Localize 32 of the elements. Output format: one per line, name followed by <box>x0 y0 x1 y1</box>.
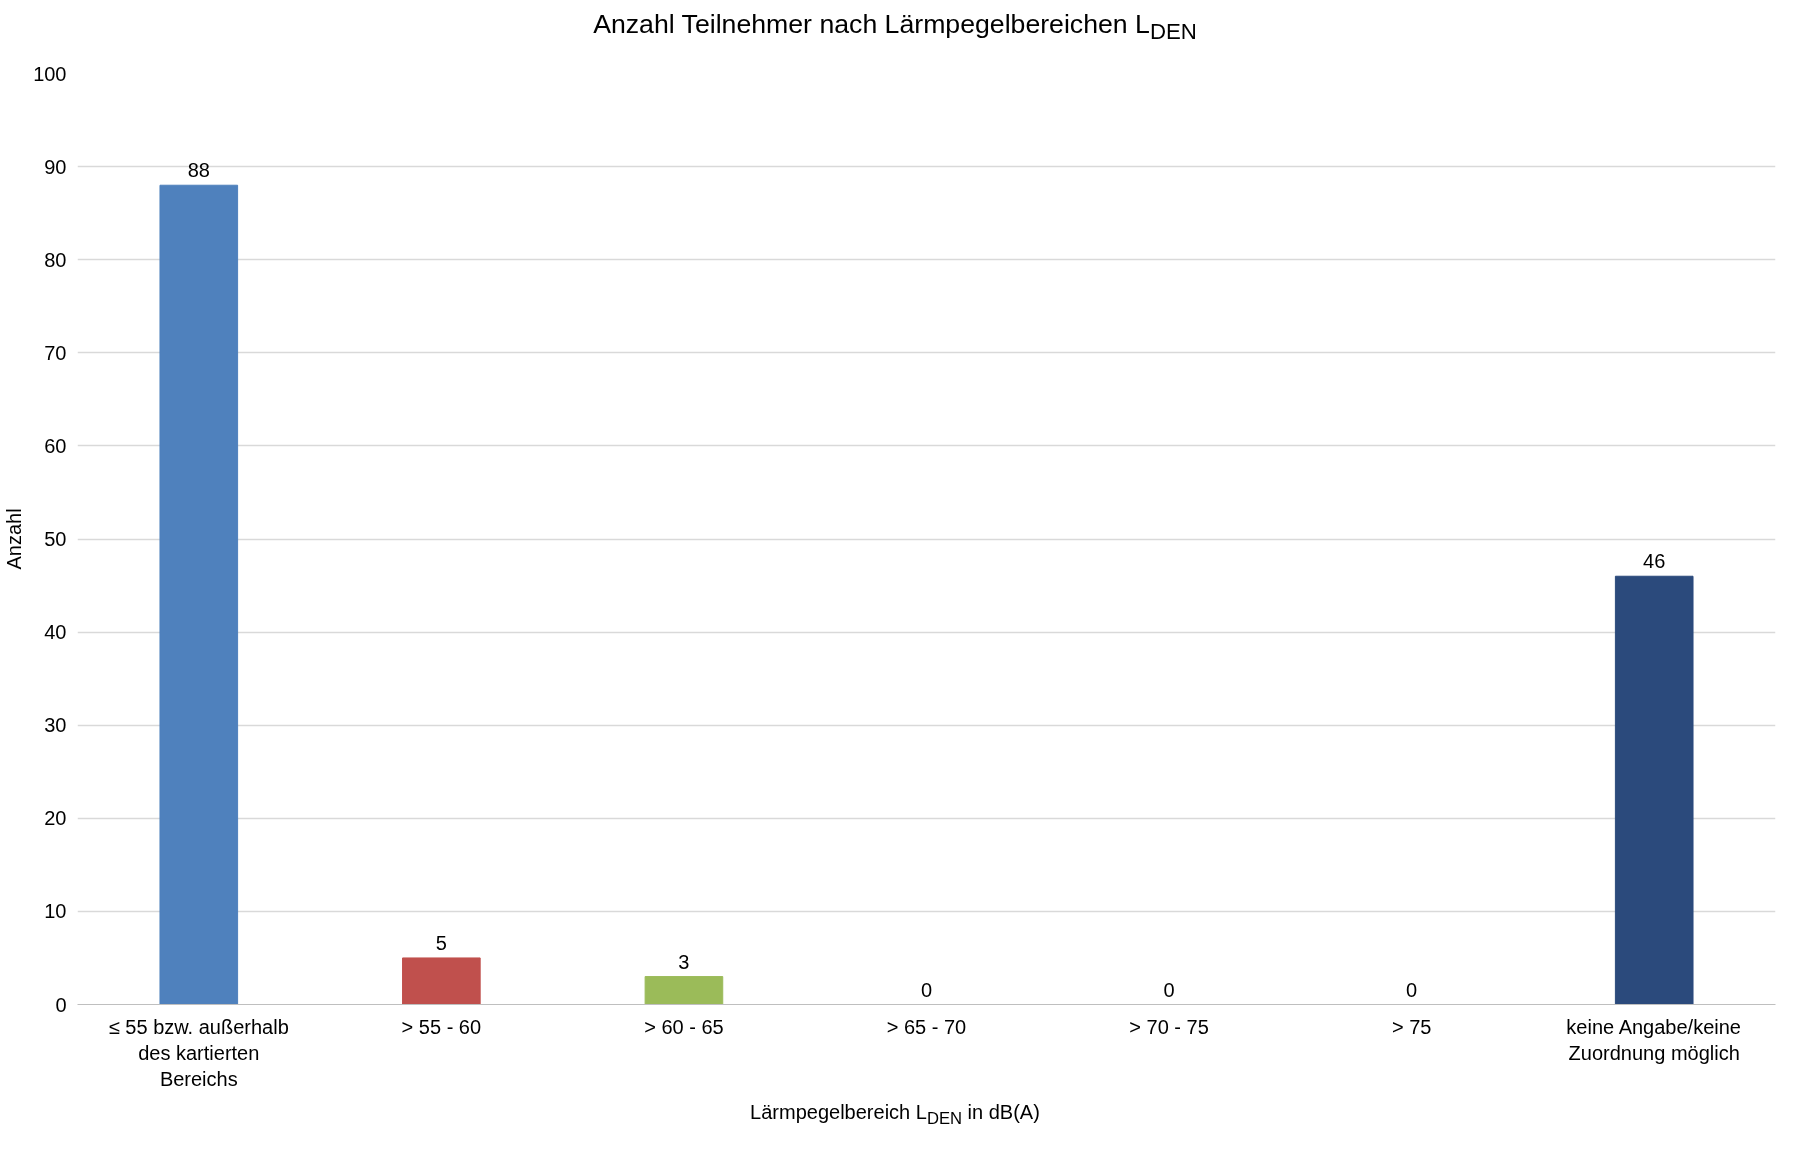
data-label: 88 <box>187 159 210 182</box>
bar <box>402 957 481 1005</box>
data-label: 0 <box>920 978 933 1001</box>
y-axis-title: Anzahl <box>3 508 26 570</box>
data-label: 0 <box>1163 978 1175 1001</box>
y-tick-label: 30 <box>44 714 67 737</box>
data-label: 0 <box>1406 978 1418 1001</box>
bar <box>644 976 724 1005</box>
y-tick-label: 10 <box>44 900 67 923</box>
x-axis-title: Lärmpegelbereich L$_{DEN}$ in dB(A) <box>750 1100 1040 1131</box>
data-label: 5 <box>435 932 447 955</box>
y-tick-label: 0 <box>55 993 67 1016</box>
x-tick-label: > 55 - 60 <box>401 1015 482 1038</box>
bar <box>1614 575 1694 1005</box>
y-tick-label: 60 <box>44 434 67 457</box>
data-label: 46 <box>1643 550 1666 573</box>
x-tick-label: > 60 - 65 <box>644 1015 724 1038</box>
y-tick-label: 70 <box>44 341 67 364</box>
data-label: 3 <box>678 950 690 973</box>
x-tick-label: > 75 <box>1391 1015 1432 1038</box>
x-tick-label: ≤ 55 bzw. außerhalb des kartierten Bereichs <box>108 1015 289 1091</box>
x-tick-label: > 65 - 70 <box>886 1015 967 1038</box>
y-tick-label: 20 <box>44 807 67 830</box>
y-tick-label: 50 <box>44 528 67 551</box>
bar <box>159 184 239 1005</box>
x-tick-label: > 70 - 75 <box>1129 1015 1209 1038</box>
chart-title: Anzahl Teilnehmer nach Lärmpegelbereichen L$_{DEN}$ <box>593 8 1197 47</box>
y-tick-label: 80 <box>44 248 67 271</box>
y-tick-label: 40 <box>44 621 67 644</box>
y-tick-label: 100 <box>33 62 67 85</box>
x-tick-label: keine Angabe/keine Zuordnung möglich <box>1566 1015 1741 1064</box>
y-tick-label: 90 <box>44 155 67 178</box>
